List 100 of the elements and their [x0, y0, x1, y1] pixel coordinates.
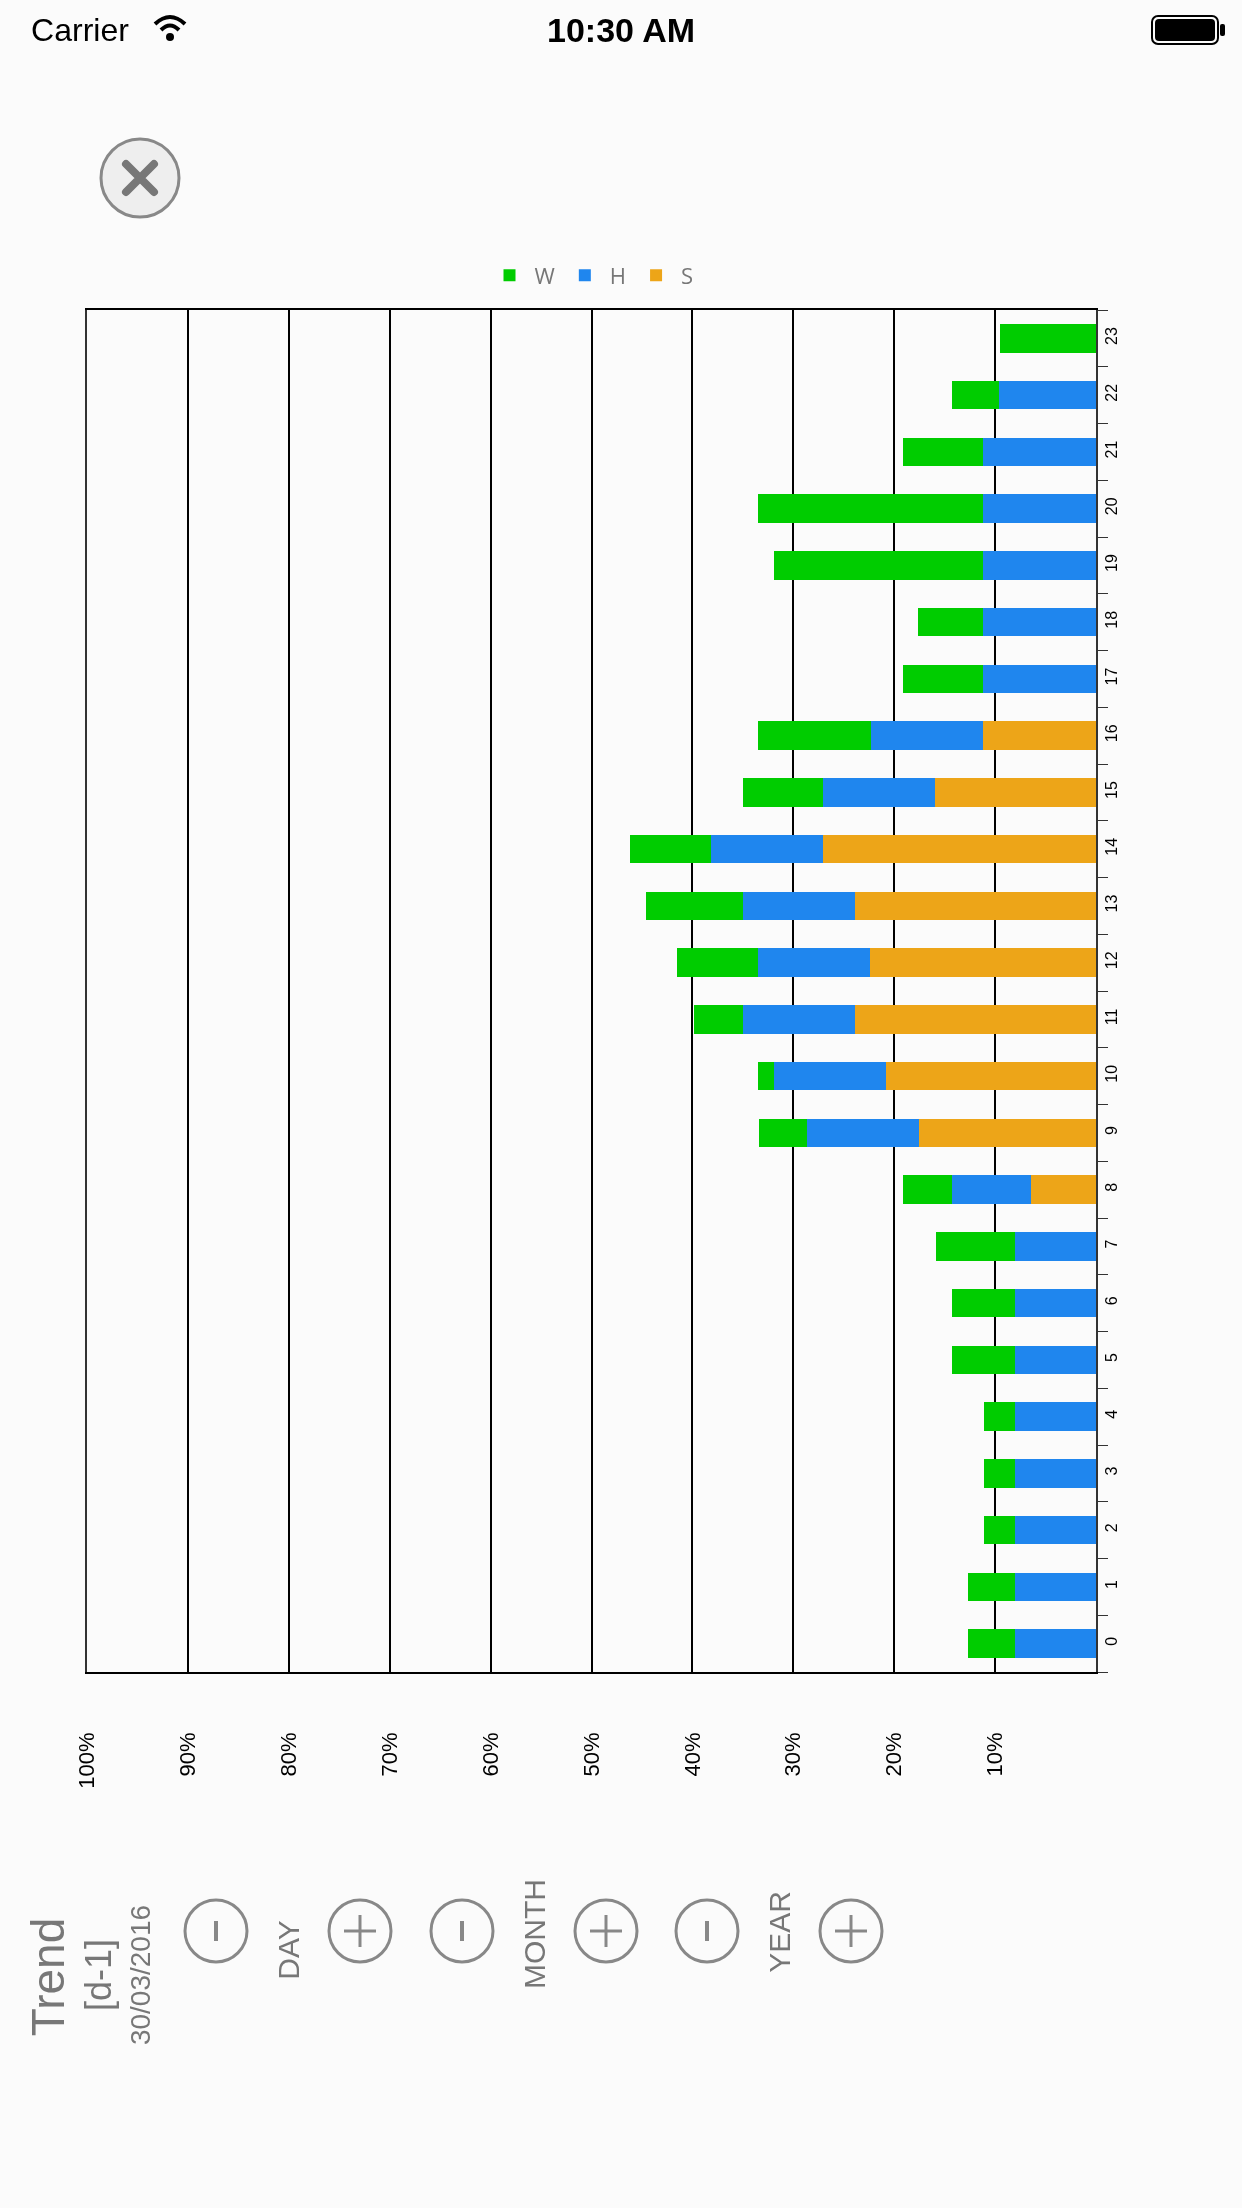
- bar: [1015, 1288, 1096, 1318]
- x-tick-label: 20%: [881, 1732, 907, 1777]
- bar: [822, 834, 1096, 864]
- bar: [822, 778, 935, 807]
- x-tick-label: 90%: [175, 1732, 201, 1777]
- bar: [1015, 1459, 1096, 1488]
- bar: [757, 721, 871, 750]
- text: Trend: [22, 1917, 74, 2037]
- text: 30/03/2016: [125, 1904, 156, 2046]
- y-tick-label: 11: [1103, 1008, 1121, 1026]
- text: MONTH: [518, 1879, 551, 1989]
- y-tick-label: 14: [1103, 837, 1121, 856]
- bar: [694, 1005, 743, 1034]
- bar: [742, 1005, 855, 1034]
- bar: [870, 721, 983, 750]
- y-tick-label: 3: [1103, 1466, 1121, 1476]
- y-tick-label: 13: [1103, 894, 1121, 913]
- x-tick-label: 40%: [679, 1732, 705, 1777]
- bar: [1015, 1515, 1096, 1545]
- bar: [1015, 1232, 1096, 1261]
- y-tick-label: 4: [1103, 1409, 1121, 1419]
- text: Carrier: [31, 11, 129, 49]
- bar: [918, 607, 983, 637]
- y-tick-label: 9: [1103, 1125, 1121, 1135]
- bar: [742, 778, 823, 807]
- bar: [807, 1118, 920, 1148]
- bar: [758, 1118, 808, 1148]
- bar: [967, 1629, 1016, 1658]
- bar: [903, 1175, 952, 1204]
- y-tick-label: 6: [1103, 1296, 1121, 1306]
- bar: [629, 834, 711, 864]
- bar: [1000, 324, 1096, 353]
- legend-label: H: [609, 259, 627, 290]
- y-tick-label: 12: [1103, 951, 1121, 970]
- y-tick-label: 5: [1103, 1352, 1121, 1362]
- bar: [903, 664, 983, 694]
- bar: [1015, 1572, 1096, 1602]
- y-tick-label: 21: [1103, 440, 1121, 459]
- bar: [982, 721, 1096, 750]
- bar: [951, 380, 1000, 410]
- y-tick-label: 22: [1103, 383, 1121, 402]
- bar: [869, 948, 1096, 977]
- bar: [934, 778, 1096, 807]
- bar: [982, 437, 1096, 467]
- y-tick-label: 0: [1103, 1636, 1121, 1646]
- y-tick-label: 20: [1103, 497, 1121, 516]
- y-tick-label: 17: [1103, 667, 1121, 686]
- y-tick-label: 10: [1103, 1064, 1121, 1083]
- bar: [774, 1061, 887, 1091]
- bar: [854, 1005, 1096, 1034]
- bar: [982, 494, 1096, 523]
- bar: [967, 1572, 1016, 1602]
- bar: [1031, 1175, 1096, 1204]
- x-tick-label: 10%: [982, 1732, 1008, 1777]
- bar: [645, 891, 743, 921]
- y-tick-label: 18: [1103, 610, 1121, 629]
- legend-label: S: [681, 259, 694, 290]
- x-tick-label: 60%: [477, 1732, 503, 1777]
- y-tick-label: 16: [1103, 724, 1121, 743]
- bar: [886, 1061, 1096, 1091]
- bar: [951, 1175, 1032, 1204]
- bar: [984, 1515, 1016, 1545]
- bar: [984, 1402, 1016, 1431]
- x-tick-label: 80%: [275, 1732, 301, 1777]
- bar: [982, 551, 1096, 580]
- y-tick-label: 8: [1103, 1182, 1121, 1192]
- bar: [919, 1118, 1096, 1148]
- legend-label: W: [534, 259, 555, 290]
- bar: [951, 1288, 1016, 1318]
- bar: [757, 1061, 775, 1091]
- bar: [854, 891, 1096, 921]
- bar: [951, 1345, 1016, 1375]
- bar: [742, 891, 855, 921]
- bar: [935, 1232, 1016, 1261]
- text: DAY: [272, 1920, 305, 1980]
- text: YEAR: [763, 1891, 796, 1973]
- text: [d-1]: [78, 1938, 119, 2012]
- x-tick-label: 50%: [578, 1732, 604, 1777]
- bar: [757, 494, 983, 523]
- bar: [984, 1459, 1016, 1488]
- y-tick-label: 2: [1103, 1523, 1121, 1533]
- bar: [903, 437, 983, 467]
- bar: [1015, 1345, 1096, 1375]
- x-tick-label: 100%: [74, 1732, 100, 1789]
- bar: [1015, 1402, 1096, 1431]
- bar: [757, 948, 870, 977]
- x-tick-label: 70%: [376, 1732, 402, 1777]
- bar: [677, 948, 758, 977]
- y-tick-label: 23: [1103, 326, 1121, 345]
- y-tick-label: 15: [1103, 780, 1121, 799]
- bar: [774, 551, 983, 580]
- text: 10:30 AM: [546, 10, 696, 50]
- y-tick-label: 7: [1103, 1239, 1121, 1249]
- y-tick-label: 19: [1103, 553, 1121, 572]
- y-tick-label: 1: [1103, 1579, 1121, 1589]
- bar: [710, 834, 823, 864]
- bar: [1015, 1629, 1096, 1658]
- bar: [982, 664, 1096, 694]
- x-tick-label: 30%: [780, 1732, 806, 1777]
- bar: [999, 380, 1096, 410]
